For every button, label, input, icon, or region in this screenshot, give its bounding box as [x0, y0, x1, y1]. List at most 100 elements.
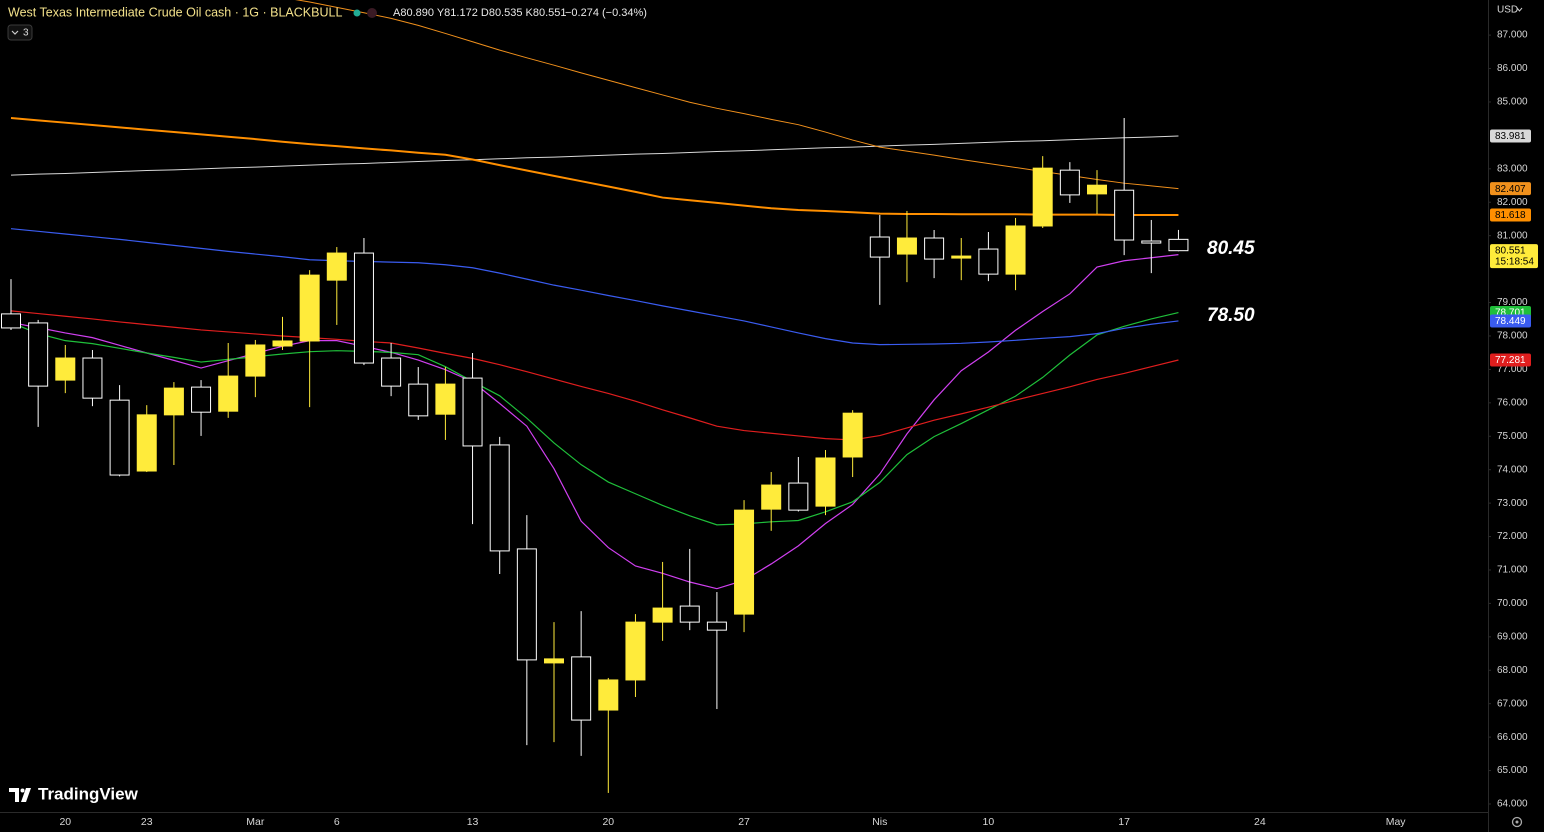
- gear-center: [1515, 820, 1519, 824]
- logo-mark: [9, 788, 31, 802]
- price-annotation: 80.45: [1207, 238, 1255, 259]
- candle-body: [842, 412, 863, 458]
- candle-body: [706, 621, 727, 631]
- last-price-label: 80.551: [1495, 245, 1526, 256]
- x-tick-label: Nis: [872, 816, 887, 828]
- candle-body: [28, 322, 49, 387]
- candle-body: [299, 274, 320, 342]
- symbol-title[interactable]: West Texas Intermediate Crude Oil cash ·…: [8, 5, 342, 19]
- price-label-box: [1490, 182, 1531, 196]
- currency-chevron: [1516, 7, 1523, 12]
- y-tick-label: 83.000: [1497, 163, 1528, 174]
- candle-body: [571, 656, 592, 721]
- candle-body: [544, 658, 564, 664]
- candle-body: [136, 414, 157, 472]
- settings-icon[interactable]: [1511, 816, 1523, 828]
- x-tick-label: 27: [738, 816, 750, 828]
- y-tick-label: 78.000: [1497, 331, 1528, 342]
- candle-body: [163, 387, 184, 416]
- x-tick-label: 6: [334, 816, 340, 828]
- candle-body: [1087, 184, 1107, 195]
- price-label-box: [1490, 129, 1531, 143]
- y-tick-label: 73.000: [1497, 498, 1528, 509]
- x-tick-label: 24: [1254, 816, 1266, 828]
- candle-body: [109, 399, 130, 476]
- candle-body: [1114, 189, 1135, 241]
- bar-countdown: 15:18:54: [1495, 256, 1534, 267]
- candle-body: [218, 375, 239, 412]
- candle-body: [353, 252, 374, 364]
- y-tick-label: 79.000: [1497, 297, 1528, 308]
- y-tick-label: 75.000: [1497, 431, 1528, 442]
- last-price-box: [1490, 244, 1538, 269]
- x-tick-label: May: [1386, 816, 1407, 828]
- candle-body: [869, 236, 890, 258]
- y-tick-label: 85.000: [1497, 97, 1528, 108]
- y-tick-label: 72.000: [1497, 531, 1528, 542]
- candle-body: [734, 509, 755, 615]
- candle-body: [598, 679, 619, 711]
- candle-body: [896, 237, 917, 255]
- y-tick-label: 67.000: [1497, 698, 1528, 709]
- candle-body: [1005, 225, 1026, 275]
- plot-area: [1, 0, 1189, 793]
- candle-body: [1059, 169, 1080, 196]
- candle-body: [462, 377, 483, 447]
- price-label: 77.281: [1495, 355, 1526, 366]
- price-label-box: [1490, 353, 1531, 367]
- x-tick-label: 23: [141, 816, 153, 828]
- price-label: 82.407: [1495, 184, 1526, 195]
- candle-body: [761, 484, 782, 510]
- price-annotation: 78.50: [1207, 305, 1255, 326]
- y-tick-label: 64.000: [1497, 799, 1528, 810]
- price-label-box: [1490, 314, 1531, 328]
- indicator-count: 3: [23, 28, 29, 39]
- y-tick-label: 87.000: [1497, 30, 1528, 41]
- currency-selector[interactable]: USD: [1497, 5, 1518, 16]
- candle-body: [788, 482, 809, 511]
- price-change: −0.274 (−0.34%): [565, 7, 647, 19]
- candle-body: [652, 607, 673, 623]
- candle-body: [435, 383, 456, 415]
- y-tick-label: 70.000: [1497, 598, 1528, 609]
- candle-body: [625, 621, 646, 681]
- y-tick-label: 76.000: [1497, 397, 1528, 408]
- candle-body: [381, 357, 402, 387]
- price-axis: 64.000 65.000 66.000 67.000 68.000 69.000 70.0…: [1488, 30, 1538, 810]
- candle-body: [516, 548, 537, 661]
- candle-body: [191, 386, 212, 413]
- candle-body: [272, 340, 293, 347]
- candle-body: [55, 357, 76, 381]
- y-tick-label: 69.000: [1497, 631, 1528, 642]
- moving-average-line: [10, 254, 1179, 590]
- moving-average-line: [10, 228, 1179, 346]
- ohlc-values: A80.890 Y81.172 D80.535 K80.551: [393, 7, 567, 19]
- price-label: 78.701: [1495, 308, 1526, 319]
- candle-body: [1, 313, 21, 329]
- price-label-box: [1490, 208, 1531, 222]
- candle-body: [1032, 167, 1053, 227]
- y-tick-label: 65.000: [1497, 765, 1528, 776]
- x-tick-label: 20: [602, 816, 614, 828]
- y-tick-label: 68.000: [1497, 665, 1528, 676]
- moving-average-line: [295, 0, 1179, 190]
- candle-body: [978, 248, 999, 275]
- indicator-toggle[interactable]: [7, 24, 33, 41]
- candle-body: [326, 252, 347, 281]
- price-label: 78.449: [1495, 316, 1526, 327]
- x-tick-label: 13: [467, 816, 479, 828]
- moving-average-line: [10, 117, 1179, 217]
- x-tick-label: 17: [1118, 816, 1130, 828]
- candle-body: [924, 237, 945, 260]
- y-tick-label: 77.000: [1497, 364, 1528, 375]
- price-label: 83.981: [1495, 131, 1526, 142]
- moving-average-line: [10, 135, 1179, 176]
- y-tick-label: 66.000: [1497, 732, 1528, 743]
- brand-name: TradingView: [38, 784, 139, 803]
- x-tick-label: 10: [983, 816, 995, 828]
- chevron-icon: [11, 30, 19, 35]
- candle-body: [408, 383, 429, 417]
